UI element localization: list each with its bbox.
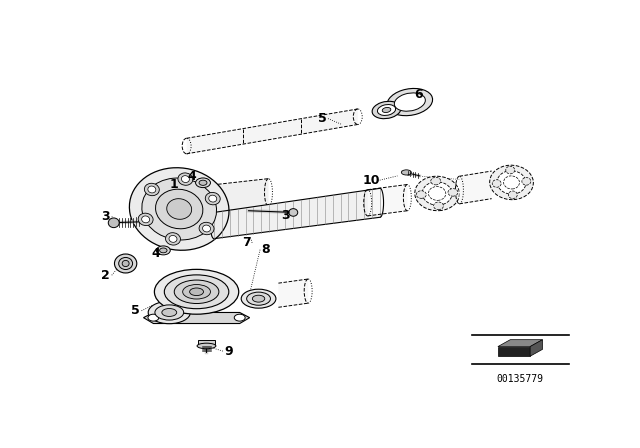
Text: 3: 3 [282, 209, 290, 222]
Polygon shape [498, 340, 543, 347]
Ellipse shape [159, 248, 167, 253]
Ellipse shape [162, 309, 177, 316]
Polygon shape [198, 340, 216, 345]
Ellipse shape [490, 165, 533, 200]
Polygon shape [498, 347, 530, 356]
Ellipse shape [508, 191, 517, 198]
Ellipse shape [431, 177, 441, 185]
Ellipse shape [148, 314, 159, 321]
Polygon shape [530, 340, 543, 356]
Ellipse shape [448, 189, 458, 196]
Ellipse shape [382, 108, 391, 112]
Ellipse shape [155, 305, 184, 320]
Ellipse shape [169, 236, 177, 242]
Ellipse shape [197, 343, 216, 349]
Ellipse shape [289, 209, 298, 216]
Text: 6: 6 [414, 88, 422, 101]
Ellipse shape [252, 295, 265, 302]
Ellipse shape [174, 280, 219, 303]
Ellipse shape [129, 168, 229, 250]
Text: 00135779: 00135779 [497, 374, 544, 384]
Ellipse shape [394, 93, 426, 111]
Ellipse shape [209, 195, 217, 202]
Text: 5: 5 [131, 304, 140, 317]
Polygon shape [213, 179, 269, 212]
Ellipse shape [497, 171, 526, 194]
Text: 2: 2 [101, 269, 110, 282]
Text: 1: 1 [170, 178, 179, 191]
Ellipse shape [241, 289, 276, 308]
Polygon shape [187, 109, 358, 154]
Ellipse shape [492, 180, 501, 187]
Ellipse shape [181, 176, 189, 182]
Text: 10: 10 [363, 174, 380, 187]
Ellipse shape [199, 222, 214, 235]
Ellipse shape [182, 284, 211, 299]
Ellipse shape [118, 258, 132, 270]
Ellipse shape [203, 225, 211, 232]
Ellipse shape [122, 260, 129, 267]
Ellipse shape [417, 191, 426, 198]
Ellipse shape [415, 176, 460, 211]
Text: 3: 3 [102, 210, 110, 223]
Ellipse shape [205, 193, 220, 205]
Ellipse shape [428, 186, 446, 200]
Ellipse shape [246, 292, 271, 305]
Text: 4: 4 [151, 247, 160, 260]
Ellipse shape [166, 233, 180, 245]
Text: 8: 8 [262, 243, 270, 256]
Polygon shape [460, 171, 492, 204]
Ellipse shape [154, 269, 239, 314]
Ellipse shape [372, 101, 401, 119]
Ellipse shape [167, 198, 191, 220]
Ellipse shape [199, 180, 207, 185]
Ellipse shape [378, 104, 396, 116]
Ellipse shape [145, 183, 159, 196]
Ellipse shape [522, 177, 531, 185]
Ellipse shape [422, 182, 452, 205]
Ellipse shape [142, 178, 216, 240]
Text: 4: 4 [188, 170, 196, 183]
Text: 9: 9 [225, 345, 233, 358]
Ellipse shape [178, 173, 193, 185]
Ellipse shape [401, 170, 412, 175]
Polygon shape [278, 279, 308, 307]
Ellipse shape [504, 176, 520, 189]
Polygon shape [143, 313, 250, 323]
Ellipse shape [506, 166, 515, 174]
Ellipse shape [189, 288, 204, 296]
Ellipse shape [141, 216, 150, 223]
Ellipse shape [115, 254, 137, 273]
Text: 7: 7 [242, 236, 250, 249]
Ellipse shape [387, 88, 433, 116]
Ellipse shape [196, 178, 211, 188]
Ellipse shape [148, 186, 156, 193]
Ellipse shape [433, 202, 444, 210]
Ellipse shape [164, 275, 229, 309]
Ellipse shape [108, 218, 119, 228]
Polygon shape [367, 185, 408, 216]
Text: 5: 5 [317, 112, 326, 125]
Polygon shape [214, 188, 380, 239]
Ellipse shape [148, 301, 190, 324]
Ellipse shape [156, 246, 170, 255]
Ellipse shape [138, 213, 153, 225]
Ellipse shape [234, 314, 245, 321]
Ellipse shape [156, 189, 203, 229]
